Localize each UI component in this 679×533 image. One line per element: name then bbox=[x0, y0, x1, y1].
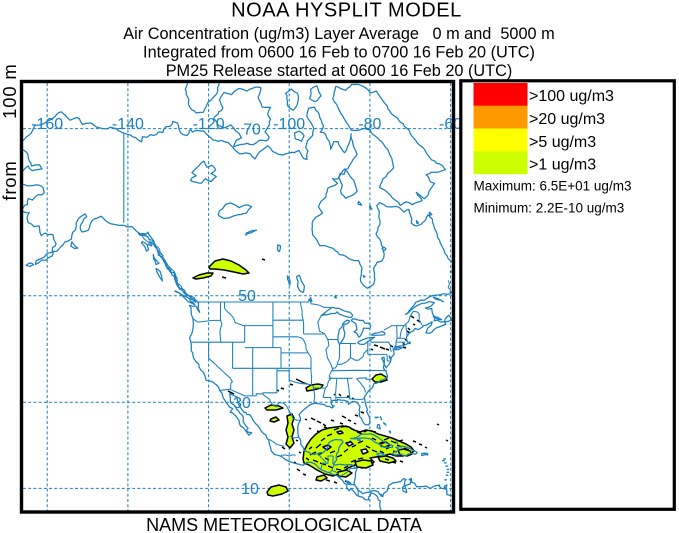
svg-text:Integrated from 0600 16 Feb to: Integrated from 0600 16 Feb to 0700 16 F… bbox=[143, 44, 535, 62]
svg-text:10: 10 bbox=[241, 481, 259, 498]
svg-text:from 100 m: from 100 m bbox=[0, 63, 20, 200]
svg-text:NAMS METEOROLOGICAL DATA: NAMS METEOROLOGICAL DATA bbox=[146, 515, 422, 533]
svg-text:-60: -60 bbox=[439, 116, 462, 133]
svg-text:PM25 Release started at 0600 1: PM25 Release started at 0600 16 Feb 20 (… bbox=[166, 62, 513, 80]
svg-text:70: 70 bbox=[243, 121, 261, 138]
svg-text:-160: -160 bbox=[31, 116, 63, 133]
svg-text:Maximum: 6.5E+01 ug/m3: Maximum: 6.5E+01 ug/m3 bbox=[474, 179, 632, 194]
svg-text:>5 ug/m3: >5 ug/m3 bbox=[529, 134, 596, 151]
svg-text:-120: -120 bbox=[193, 116, 225, 133]
svg-text:50: 50 bbox=[238, 288, 256, 305]
svg-text:Air Concentration (ug/m3) Laye: Air Concentration (ug/m3) Layer Average … bbox=[123, 25, 554, 43]
svg-text:-140: -140 bbox=[112, 116, 144, 133]
svg-text:-80: -80 bbox=[358, 116, 381, 133]
svg-text:>1 ug/m3: >1 ug/m3 bbox=[529, 157, 596, 174]
svg-text:-100: -100 bbox=[273, 116, 305, 133]
svg-text:Minimum: 2.2E-10 ug/m3: Minimum: 2.2E-10 ug/m3 bbox=[474, 201, 625, 216]
svg-text:>100 ug/m3: >100 ug/m3 bbox=[529, 88, 614, 105]
svg-text:NOAA HYSPLIT MODEL: NOAA HYSPLIT MODEL bbox=[231, 0, 462, 21]
svg-text:>20 ug/m3: >20 ug/m3 bbox=[529, 111, 605, 128]
svg-text:30: 30 bbox=[233, 395, 251, 412]
